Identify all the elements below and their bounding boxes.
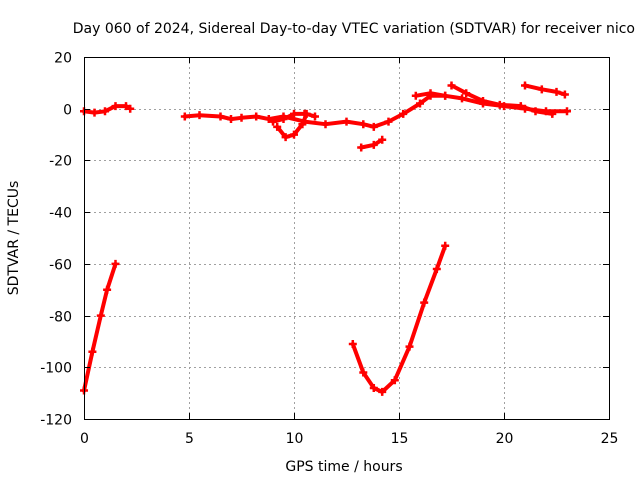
data-point	[416, 99, 424, 108]
data-point	[300, 109, 309, 118]
x-axis-label: GPS time / hours	[285, 459, 402, 475]
data-point	[264, 115, 273, 124]
data-point	[405, 342, 414, 351]
data-point	[537, 85, 546, 94]
y-tick-label: -40	[49, 206, 72, 222]
data-point	[321, 120, 330, 129]
data-point	[348, 340, 357, 349]
series-track-9	[447, 81, 557, 118]
data-point	[103, 285, 112, 294]
data-point	[516, 102, 525, 111]
data-point	[411, 91, 420, 100]
data-point	[101, 107, 109, 116]
data-point	[237, 113, 246, 122]
series-track-5	[269, 109, 309, 126]
series-line	[82, 261, 118, 393]
data-point	[269, 117, 277, 126]
data-point	[88, 347, 97, 356]
data-point	[521, 81, 529, 90]
data-point	[279, 115, 288, 124]
x-tick-label: 20	[496, 431, 514, 447]
data-point	[462, 89, 471, 98]
y-axis-label: SDTVAR / TECUs	[6, 181, 22, 296]
y-tick-label: -120	[40, 413, 72, 429]
series-track-7	[348, 241, 450, 396]
plot-frame	[84, 57, 610, 420]
data-point	[122, 102, 130, 111]
data-point	[281, 133, 290, 142]
data-point	[90, 108, 99, 117]
data-point	[252, 112, 261, 121]
series-track-1	[80, 259, 120, 395]
data-point	[563, 107, 571, 116]
data-point	[426, 89, 435, 98]
data-point	[180, 112, 189, 121]
series-line	[271, 111, 307, 124]
data-point	[111, 102, 120, 111]
data-point	[420, 298, 429, 307]
chart-title: Day 060 of 2024, Sidereal Day-to-day VTE…	[73, 21, 635, 37]
data-point	[552, 87, 561, 96]
data-point	[96, 311, 105, 320]
data-point	[441, 91, 450, 100]
series-line	[182, 93, 448, 129]
data-point	[369, 383, 378, 392]
data-point	[447, 81, 456, 90]
data-point	[195, 111, 204, 120]
data-point	[548, 109, 557, 118]
data-point	[369, 122, 378, 131]
x-tick-label: 5	[185, 431, 194, 447]
data-point	[311, 112, 319, 121]
y-tick-label: -80	[49, 310, 72, 326]
y-tick-label: -20	[49, 154, 72, 170]
y-tick-label: 0	[63, 103, 72, 119]
data-point	[560, 90, 569, 99]
data-point	[369, 140, 378, 149]
data-point	[378, 387, 387, 396]
data-point	[290, 109, 298, 118]
data-point	[359, 368, 368, 377]
data-point	[111, 259, 120, 268]
data-point	[357, 143, 366, 152]
data-point	[342, 117, 351, 126]
series-line	[523, 83, 567, 97]
y-tick-label: -100	[40, 361, 72, 377]
data-point	[126, 104, 135, 113]
data-point	[458, 94, 466, 103]
data-series-group	[80, 81, 571, 396]
series-track-3	[180, 91, 450, 131]
series-track-10	[521, 81, 569, 99]
data-point	[432, 265, 441, 274]
x-tick-label: 25	[601, 431, 619, 447]
data-point	[384, 117, 393, 126]
data-point	[495, 100, 504, 109]
data-point	[273, 122, 282, 131]
data-point	[227, 115, 235, 124]
data-point	[290, 130, 298, 139]
y-tick-label: -60	[49, 258, 72, 274]
data-point	[399, 109, 408, 118]
x-tick-label: 15	[391, 431, 409, 447]
data-point	[378, 135, 387, 144]
data-point	[216, 112, 225, 121]
y-tick-label: 20	[54, 51, 72, 67]
axis-ticks: 0 5 10 15 20 25 -120 -100 -80 -60 -40 -20 0 20	[40, 51, 618, 448]
data-point	[531, 107, 540, 116]
data-point	[390, 376, 399, 385]
data-point	[479, 96, 487, 105]
data-point	[359, 120, 368, 129]
data-point	[441, 241, 450, 250]
series-track-6	[357, 135, 387, 152]
x-tick-label: 10	[286, 431, 304, 447]
x-tick-label: 0	[80, 431, 89, 447]
data-point	[298, 120, 307, 129]
